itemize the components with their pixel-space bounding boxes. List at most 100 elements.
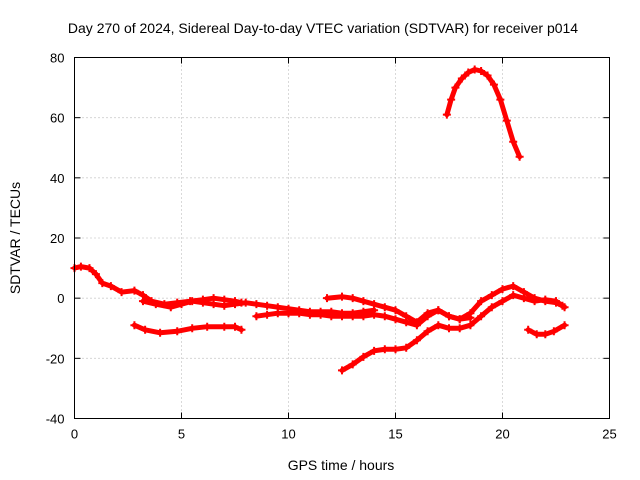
data-point <box>412 336 421 345</box>
data-point <box>483 71 492 80</box>
data-point <box>423 327 432 336</box>
data-point <box>391 306 400 315</box>
data-point <box>106 282 115 291</box>
data-point <box>359 297 368 306</box>
series-arc-8 <box>525 322 568 337</box>
data-point <box>85 264 94 273</box>
data-point <box>380 345 389 354</box>
data-point <box>487 291 496 300</box>
x-tick-label: 20 <box>495 427 509 442</box>
data-point <box>447 95 456 104</box>
data-point <box>338 292 346 301</box>
data-point <box>509 291 518 300</box>
data-point <box>496 95 505 104</box>
data-point <box>98 279 107 288</box>
axis-ticks: 0 5 10 15 20 25 -40 -20 0 20 40 60 80 <box>46 51 617 442</box>
x-tick-label: 15 <box>388 427 402 442</box>
data-point <box>231 322 239 331</box>
data-point <box>380 303 389 312</box>
data-series <box>70 65 569 375</box>
data-point <box>509 137 518 146</box>
data-point <box>348 312 357 321</box>
data-point <box>489 80 498 89</box>
data-point <box>402 343 411 352</box>
data-point <box>141 325 150 334</box>
y-tick-label: 80 <box>50 51 64 66</box>
data-point <box>455 315 464 324</box>
data-point <box>130 286 139 295</box>
data-point <box>370 310 379 319</box>
data-point <box>530 297 539 306</box>
data-point <box>237 325 246 334</box>
data-point <box>338 366 346 375</box>
data-point <box>188 297 197 306</box>
data-point <box>477 312 486 321</box>
series-arc-6 <box>339 292 568 373</box>
data-point <box>541 295 550 304</box>
data-point <box>391 315 400 324</box>
data-point <box>515 152 524 161</box>
data-point <box>203 322 212 331</box>
y-tick-label: 40 <box>50 171 64 186</box>
data-point <box>445 312 453 321</box>
data-point <box>434 321 443 330</box>
data-point <box>198 298 207 307</box>
data-point <box>519 294 528 303</box>
data-point <box>359 312 368 321</box>
data-point <box>130 321 139 330</box>
y-tick-label: 20 <box>50 231 64 246</box>
data-point <box>316 310 325 319</box>
data-point <box>560 303 569 312</box>
data-point <box>348 294 357 303</box>
data-point <box>327 312 336 321</box>
data-point <box>220 301 229 310</box>
data-point <box>188 324 197 333</box>
data-point <box>434 306 443 315</box>
data-point <box>524 325 533 334</box>
data-point <box>560 321 569 330</box>
data-point <box>231 300 239 309</box>
data-point <box>549 327 558 336</box>
data-point <box>156 328 165 337</box>
data-point <box>402 312 411 321</box>
data-point <box>209 300 218 309</box>
data-point <box>412 318 421 327</box>
data-point <box>173 327 182 336</box>
data-point <box>323 294 332 303</box>
data-point <box>359 352 368 361</box>
data-point <box>370 300 379 309</box>
data-point <box>445 324 453 333</box>
data-point <box>541 330 550 339</box>
x-axis-title: GPS time / hours <box>288 457 395 473</box>
data-point <box>151 300 160 309</box>
data-point <box>348 360 357 369</box>
y-tick-label: 60 <box>50 111 64 126</box>
data-point <box>442 110 451 119</box>
data-point <box>423 309 432 318</box>
series-arc-7 <box>444 67 523 160</box>
data-point <box>263 310 272 319</box>
data-point <box>552 297 560 306</box>
data-point <box>177 300 186 309</box>
data-point <box>295 309 304 318</box>
data-point <box>477 297 486 306</box>
data-point <box>338 312 346 321</box>
data-point <box>241 298 250 307</box>
data-point <box>451 83 460 92</box>
data-point <box>464 68 473 77</box>
data-point <box>502 116 511 125</box>
data-point <box>391 345 400 354</box>
data-point <box>457 74 466 83</box>
series-arc-2 <box>140 298 377 316</box>
data-point <box>76 262 85 271</box>
data-point <box>466 309 475 318</box>
y-axis-title: SDTVAR / TECUs <box>7 182 23 294</box>
y-tick-label: -40 <box>46 412 65 427</box>
data-point <box>305 310 314 319</box>
data-point <box>477 67 486 76</box>
data-point <box>380 312 389 321</box>
data-point <box>498 297 507 306</box>
x-tick-label: 5 <box>178 427 185 442</box>
data-point <box>263 301 272 310</box>
